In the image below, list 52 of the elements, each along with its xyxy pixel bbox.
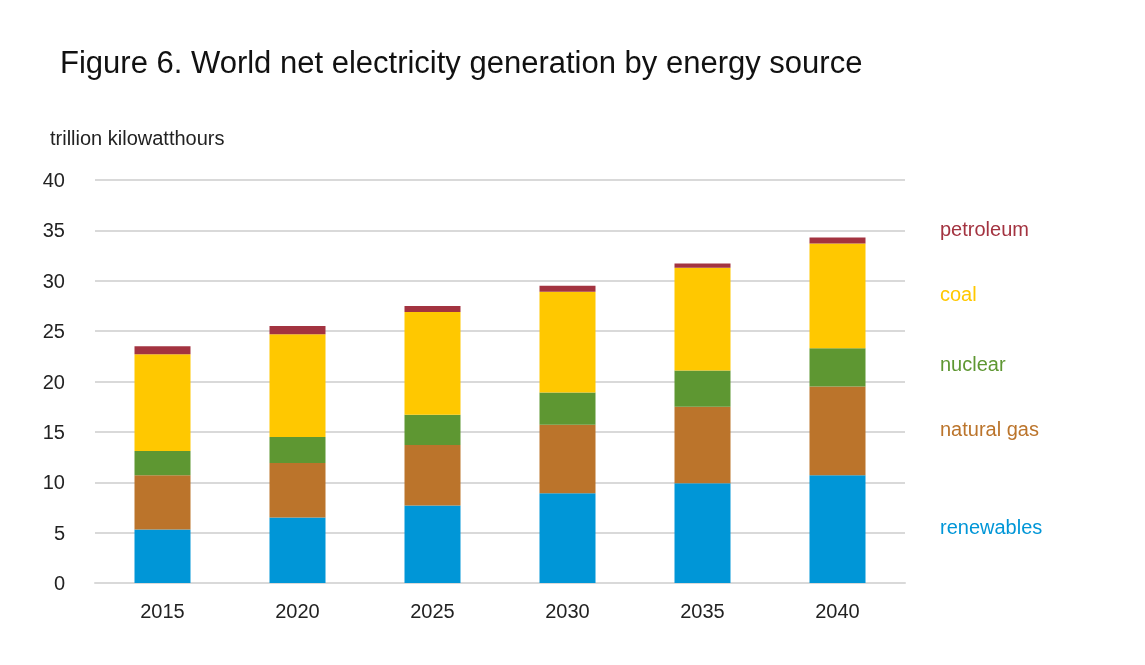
bar: [134, 451, 191, 476]
bar: [269, 463, 326, 518]
bar: [539, 291, 596, 393]
bar: [134, 354, 191, 452]
bar: [674, 267, 731, 371]
x-tick-label: 2015: [140, 600, 185, 622]
bar: [539, 392, 596, 425]
chart-title: Figure 6. World net electricity generation by energy source: [60, 44, 863, 80]
y-tick-label: 15: [42, 420, 65, 443]
bar: [404, 311, 461, 415]
text: natural gas: [940, 417, 1039, 440]
bar: [269, 436, 326, 464]
bar: [809, 237, 866, 244]
bar: [404, 305, 461, 312]
bar: [269, 326, 326, 335]
y-tick-label: 40: [42, 169, 65, 191]
y-tick-label: 5: [53, 521, 65, 544]
x-tick-label: 2035: [680, 600, 725, 622]
bar: [809, 243, 866, 349]
y-tick-label: 30: [42, 269, 65, 292]
text: nuclear: [940, 353, 1006, 376]
bar: [404, 505, 461, 583]
bar: [404, 444, 461, 506]
bar: [809, 386, 866, 476]
bar: [674, 263, 731, 268]
bar: [404, 414, 461, 445]
bar: [674, 370, 731, 407]
y-tick-label: 25: [42, 320, 65, 343]
bar: [269, 517, 326, 583]
y-tick-label: 20: [42, 370, 65, 393]
x-tick-label: 2030: [545, 600, 590, 622]
text: coal: [940, 282, 977, 305]
bar: [674, 406, 731, 484]
x-tick-label: 2020: [275, 600, 320, 622]
text: renewables: [940, 516, 1043, 539]
bar: [539, 285, 596, 292]
bar: [539, 424, 596, 494]
y-tick-label: 35: [42, 219, 65, 242]
bar: [134, 346, 191, 355]
bar: [134, 475, 191, 530]
bar: [674, 483, 731, 583]
y-tick-label: 0: [53, 572, 65, 594]
x-tick-label: 2040: [815, 600, 860, 622]
bar: [134, 529, 191, 583]
bar: [809, 475, 866, 583]
text: petroleum: [940, 218, 1029, 241]
x-tick-label: 2025: [410, 600, 455, 622]
y-axis-title: trillion kilowatthours: [50, 127, 225, 149]
bar: [539, 493, 596, 583]
y-tick-label: 10: [42, 471, 65, 494]
bar: [809, 348, 866, 387]
bar: [269, 334, 326, 437]
